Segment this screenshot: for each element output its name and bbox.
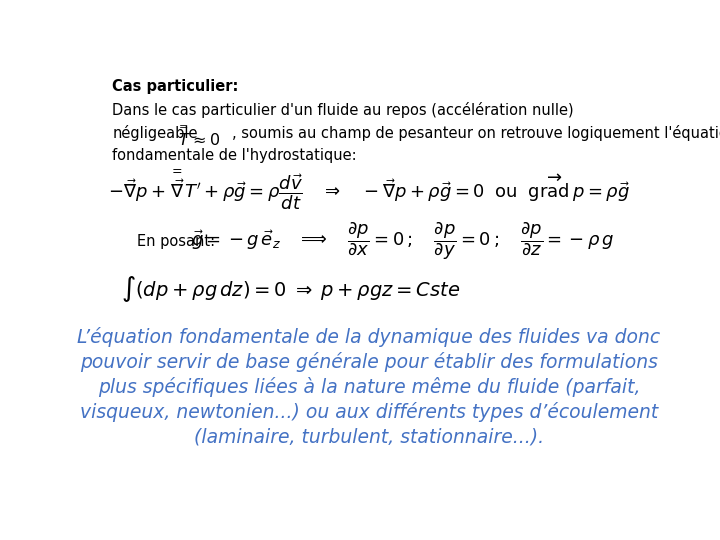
Text: négligeable: négligeable bbox=[112, 125, 198, 141]
Text: fondamentale de l'hydrostatique:: fondamentale de l'hydrostatique: bbox=[112, 148, 357, 163]
Text: plus spécifiques liées à la nature même du fluide (parfait,: plus spécifiques liées à la nature même … bbox=[98, 377, 640, 397]
Text: , soumis au champ de pesanteur on retrouve logiquement l'équation: , soumis au champ de pesanteur on retrou… bbox=[233, 125, 720, 141]
Text: L’équation fondamentale de la dynamique des fluides va donc: L’équation fondamentale de la dynamique … bbox=[78, 327, 660, 347]
Text: (laminaire, turbulent, stationnaire...).: (laminaire, turbulent, stationnaire...). bbox=[194, 428, 544, 447]
Text: $\int(dp + \rho g\, dz) = 0 \;\Rightarrow\; p + \rho g z = Cste$: $\int(dp + \rho g\, dz) = 0 \;\Rightarro… bbox=[121, 274, 461, 305]
Text: Cas particulier:: Cas particulier: bbox=[112, 79, 239, 94]
Text: $-\vec{\nabla}p + \overset{=}{\vec{\nabla}} T' + \rho \vec{g} = \rho\dfrac{d\vec: $-\vec{\nabla}p + \overset{=}{\vec{\nabl… bbox=[108, 167, 630, 212]
Text: visqueux, newtonien...) ou aux différents types d’écoulement: visqueux, newtonien...) ou aux différent… bbox=[80, 402, 658, 422]
Text: pouvoir servir de base générale pour établir des formulations: pouvoir servir de base générale pour éta… bbox=[80, 352, 658, 372]
Text: Dans le cas particulier d'un fluide au repos (accélération nulle): Dans le cas particulier d'un fluide au r… bbox=[112, 102, 579, 118]
Text: $\overset{=}{T} \approx 0$: $\overset{=}{T} \approx 0$ bbox=[176, 124, 221, 149]
Text: En posant:: En posant: bbox=[138, 234, 215, 249]
Text: $\vec{g} = -g\,\vec{e}_z \quad \Longrightarrow \quad \dfrac{\partial p}{\partial: $\vec{g} = -g\,\vec{e}_z \quad \Longrigh… bbox=[191, 221, 614, 262]
